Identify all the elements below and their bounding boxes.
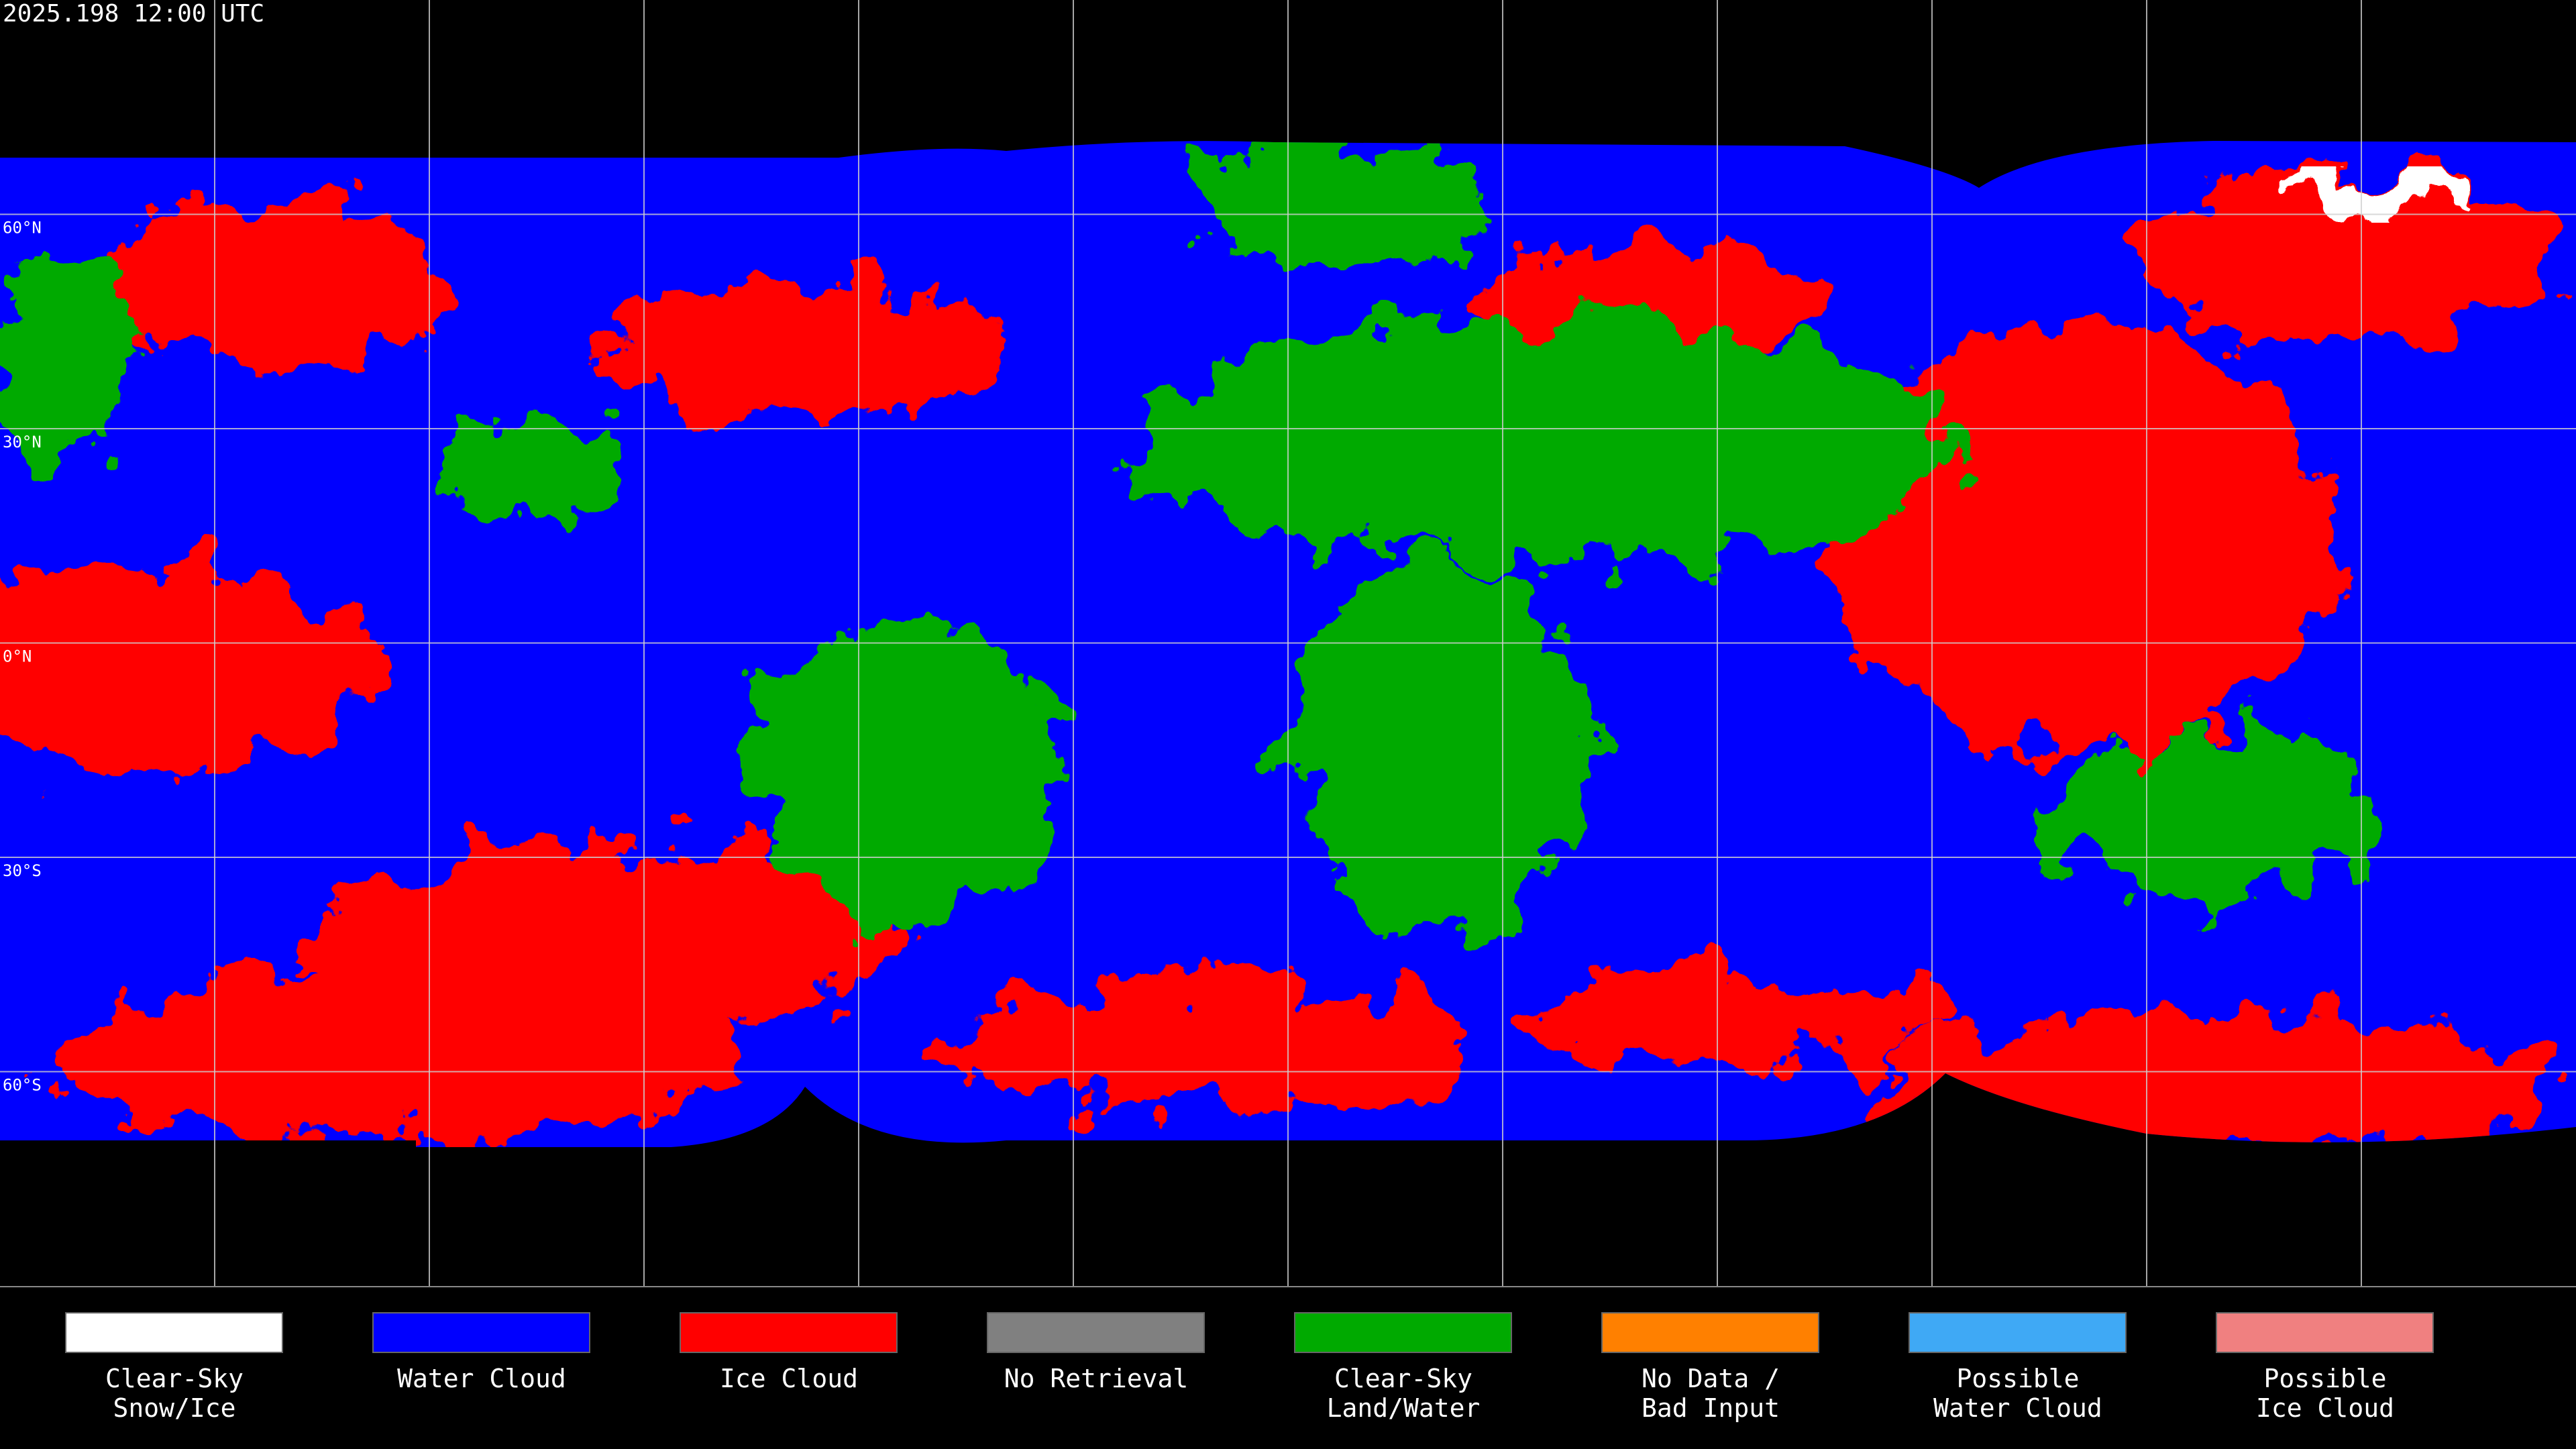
snow-ice-patch	[2274, 171, 2462, 218]
timestamp: 2025.198 12:00 UTC	[3, 0, 264, 28]
legend-label: Water Cloud	[397, 1364, 566, 1393]
legend-swatch	[2216, 1312, 2434, 1353]
legend-swatch	[1601, 1312, 1819, 1353]
latitude-label: 60°S	[3, 1076, 42, 1095]
legend-swatch	[1909, 1312, 2127, 1353]
legend-swatch	[65, 1312, 283, 1353]
latitude-label: 30°S	[3, 861, 42, 880]
legend-label: No Retrieval	[1004, 1364, 1189, 1393]
graticule	[0, 0, 2576, 1287]
clear-sky-field	[0, 141, 2375, 939]
legend-swatch	[1294, 1312, 1512, 1353]
legend-panel	[0, 1287, 2576, 1449]
latitude-label: 0°N	[3, 647, 32, 666]
legend-label: Bad Input	[1642, 1393, 1780, 1423]
legend-label: Clear-Sky	[105, 1364, 244, 1393]
legend-label: No Data /	[1642, 1364, 1780, 1393]
latitude-label: 30°N	[3, 433, 42, 451]
legend-label: Clear-Sky	[1334, 1364, 1472, 1393]
legend-swatch	[987, 1312, 1205, 1353]
latitude-label: 60°N	[3, 219, 42, 237]
legend-label: Land/Water	[1327, 1393, 1481, 1423]
legend-label: Possible	[2263, 1364, 2386, 1393]
latitude-labels: 60°N 30°N 0°N 30°S 60°S	[3, 219, 42, 1095]
legend-swatch	[372, 1312, 590, 1353]
legend-label: Water Cloud	[1933, 1393, 2102, 1423]
legend-label: Possible	[1956, 1364, 2079, 1393]
legend-label: Ice Cloud	[720, 1364, 858, 1393]
legend-label: Ice Cloud	[2256, 1393, 2394, 1423]
legend-swatch	[680, 1312, 898, 1353]
legend-label: Snow/Ice	[113, 1393, 235, 1423]
